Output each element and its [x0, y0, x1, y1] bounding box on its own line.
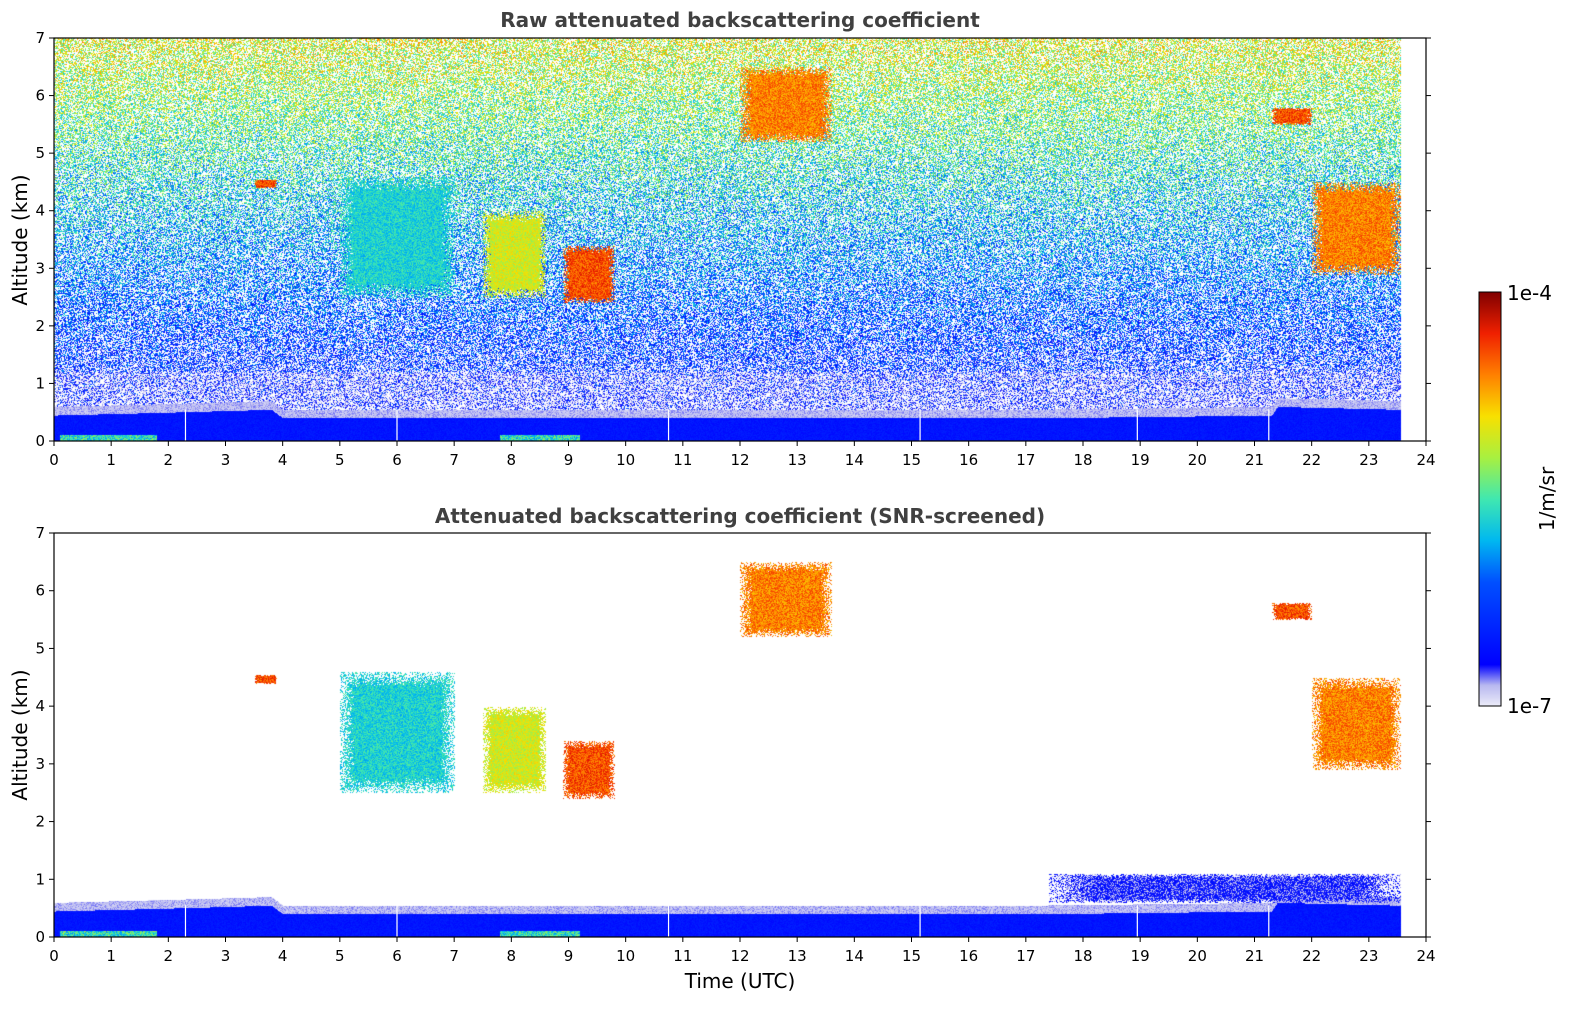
- raw-xtick-label-5: 5: [335, 451, 345, 469]
- screened-xtick-label-0: 0: [49, 947, 59, 965]
- raw-xtick-label-21: 21: [1245, 451, 1264, 469]
- screened-panel-marks: [184, 905, 1270, 937]
- colorbar-unit-label: 1/m/sr: [1535, 466, 1559, 531]
- screened-xtick-label-14: 14: [845, 947, 864, 965]
- screened-ytick-label-1: 1: [35, 870, 45, 888]
- screened-panel-ylabel: Altitude (km): [8, 669, 32, 800]
- screened-heatmap-canvas: [54, 533, 1426, 937]
- raw-xtick-label-15: 15: [902, 451, 921, 469]
- raw-xtick-label-14: 14: [845, 451, 864, 469]
- screened-ytick-label-3: 3: [35, 755, 45, 773]
- screened-xtick-label-9: 9: [564, 947, 574, 965]
- raw-xtick-label-7: 7: [449, 451, 459, 469]
- raw-ytick-label-5: 5: [35, 144, 45, 162]
- raw-panel-axes: 0 1 2 3 4 5 6 7 8 9 10 11 12 13 14 15 16 17 18 19 20 21 22 23 24…: [35, 29, 1435, 469]
- screened-xtick-label-10: 10: [616, 947, 635, 965]
- colorbar-min-label: 1e-7: [1507, 694, 1552, 718]
- screened-xtick-label-3: 3: [221, 947, 231, 965]
- screened-xtick-label-1: 1: [106, 947, 116, 965]
- colorbar-gradient: [1478, 291, 1502, 707]
- raw-xtick-label-4: 4: [278, 451, 288, 469]
- screened-panel-axes: 0 1 2 3 4 5 6 7 8 9 10 11 12 13 14 15 16 17 18 19 20 21 22 23 24…: [35, 524, 1435, 965]
- screened-xtick-label-8: 8: [507, 947, 517, 965]
- raw-xtick-label-6: 6: [392, 451, 402, 469]
- raw-panel-heatmap: [54, 38, 1426, 441]
- raw-xtick-label-24: 24: [1416, 451, 1435, 469]
- raw-xtick-label-11: 11: [673, 451, 692, 469]
- screened-panel: Attenuated backscattering coefficient (S…: [8, 504, 1436, 993]
- raw-panel: Raw attenuated backscattering coefficien…: [8, 8, 1436, 469]
- raw-panel-marks: [184, 409, 1270, 441]
- screened-xtick-label-13: 13: [788, 947, 807, 965]
- raw-xtick-label-22: 22: [1302, 451, 1321, 469]
- screened-xtick-label-23: 23: [1359, 947, 1378, 965]
- raw-xtick-label-9: 9: [564, 451, 574, 469]
- colorbar-max-label: 1e-4: [1507, 281, 1552, 305]
- raw-ytick-label-4: 4: [35, 202, 45, 220]
- screened-xtick-label-22: 22: [1302, 947, 1321, 965]
- raw-xtick-label-13: 13: [788, 451, 807, 469]
- screened-xtick-label-6: 6: [392, 947, 402, 965]
- screened-xtick-label-24: 24: [1416, 947, 1435, 965]
- screened-ytick-label-4: 4: [35, 697, 45, 715]
- raw-heatmap-canvas: [54, 38, 1426, 441]
- screened-xtick-label-12: 12: [730, 947, 749, 965]
- screened-ytick-label-5: 5: [35, 639, 45, 657]
- screened-xtick-label-21: 21: [1245, 947, 1264, 965]
- raw-xtick-label-19: 19: [1131, 451, 1150, 469]
- screened-xtick-label-17: 17: [1016, 947, 1035, 965]
- raw-ytick-label-0: 0: [35, 432, 45, 450]
- screened-xtick-label-20: 20: [1188, 947, 1207, 965]
- screened-panel-title: Attenuated backscattering coefficient (S…: [435, 504, 1045, 528]
- screened-panel-heatmap: [54, 533, 1426, 937]
- screened-ytick-label-7: 7: [35, 524, 45, 542]
- raw-ytick-label-7: 7: [35, 29, 45, 47]
- raw-ytick-label-3: 3: [35, 259, 45, 277]
- screened-xtick-label-16: 16: [959, 947, 978, 965]
- colorbar: 1e-4 1e-7 1/m/sr: [1478, 281, 1559, 718]
- screened-xtick-label-5: 5: [335, 947, 345, 965]
- screened-xtick-label-2: 2: [164, 947, 174, 965]
- raw-xtick-label-12: 12: [730, 451, 749, 469]
- raw-panel-ylabel: Altitude (km): [8, 174, 32, 305]
- raw-xtick-label-17: 17: [1016, 451, 1035, 469]
- raw-xtick-label-10: 10: [616, 451, 635, 469]
- screened-xtick-label-19: 19: [1131, 947, 1150, 965]
- screened-ytick-label-2: 2: [35, 813, 45, 831]
- raw-xtick-label-2: 2: [164, 451, 174, 469]
- raw-xtick-label-20: 20: [1188, 451, 1207, 469]
- screened-xtick-label-18: 18: [1073, 947, 1092, 965]
- screened-xtick-label-15: 15: [902, 947, 921, 965]
- raw-xtick-label-18: 18: [1073, 451, 1092, 469]
- screened-ytick-label-6: 6: [35, 582, 45, 600]
- raw-ytick-label-2: 2: [35, 317, 45, 335]
- raw-xtick-label-23: 23: [1359, 451, 1378, 469]
- raw-panel-title: Raw attenuated backscattering coefficien…: [500, 8, 980, 32]
- raw-xtick-label-1: 1: [106, 451, 116, 469]
- screened-ytick-label-0: 0: [35, 928, 45, 946]
- screened-xtick-label-11: 11: [673, 947, 692, 965]
- raw-xtick-label-0: 0: [49, 451, 59, 469]
- screened-xtick-label-7: 7: [449, 947, 459, 965]
- raw-xtick-label-16: 16: [959, 451, 978, 469]
- raw-xtick-label-3: 3: [221, 451, 231, 469]
- screened-xtick-label-4: 4: [278, 947, 288, 965]
- screened-panel-xlabel: Time (UTC): [684, 969, 796, 993]
- raw-xtick-label-8: 8: [507, 451, 517, 469]
- raw-ytick-label-6: 6: [35, 87, 45, 105]
- raw-ytick-label-1: 1: [35, 374, 45, 392]
